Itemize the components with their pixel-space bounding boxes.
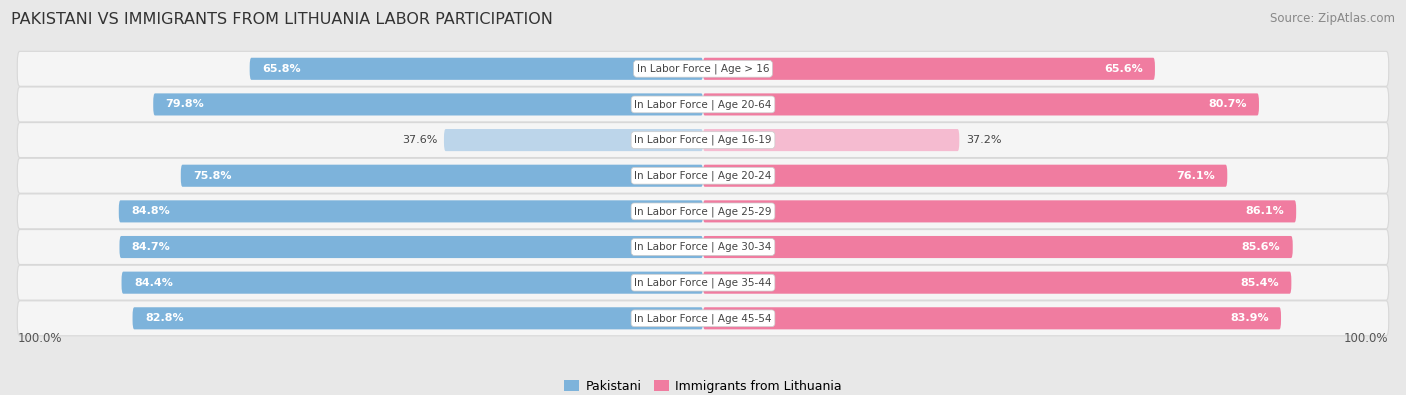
Text: 86.1%: 86.1% — [1246, 206, 1284, 216]
FancyBboxPatch shape — [121, 272, 703, 294]
Text: In Labor Force | Age 30-34: In Labor Force | Age 30-34 — [634, 242, 772, 252]
Text: 65.6%: 65.6% — [1104, 64, 1143, 74]
FancyBboxPatch shape — [181, 165, 703, 187]
Text: PAKISTANI VS IMMIGRANTS FROM LITHUANIA LABOR PARTICIPATION: PAKISTANI VS IMMIGRANTS FROM LITHUANIA L… — [11, 12, 553, 27]
FancyBboxPatch shape — [703, 307, 1281, 329]
FancyBboxPatch shape — [703, 272, 1291, 294]
FancyBboxPatch shape — [153, 93, 703, 115]
FancyBboxPatch shape — [250, 58, 703, 80]
FancyBboxPatch shape — [17, 87, 1389, 122]
Text: 84.7%: 84.7% — [132, 242, 170, 252]
Text: 100.0%: 100.0% — [17, 332, 62, 345]
Text: 37.2%: 37.2% — [966, 135, 1001, 145]
Text: In Labor Force | Age 20-24: In Labor Force | Age 20-24 — [634, 171, 772, 181]
Text: 75.8%: 75.8% — [193, 171, 232, 181]
FancyBboxPatch shape — [703, 93, 1258, 115]
FancyBboxPatch shape — [17, 158, 1389, 193]
FancyBboxPatch shape — [703, 236, 1292, 258]
Text: In Labor Force | Age 16-19: In Labor Force | Age 16-19 — [634, 135, 772, 145]
FancyBboxPatch shape — [118, 200, 703, 222]
Text: In Labor Force | Age 25-29: In Labor Force | Age 25-29 — [634, 206, 772, 216]
Text: In Labor Force | Age 20-64: In Labor Force | Age 20-64 — [634, 99, 772, 110]
Legend: Pakistani, Immigrants from Lithuania: Pakistani, Immigrants from Lithuania — [560, 375, 846, 395]
FancyBboxPatch shape — [17, 301, 1389, 336]
FancyBboxPatch shape — [17, 122, 1389, 158]
Text: 79.8%: 79.8% — [166, 100, 204, 109]
Text: In Labor Force | Age 35-44: In Labor Force | Age 35-44 — [634, 277, 772, 288]
Text: 82.8%: 82.8% — [145, 313, 184, 324]
FancyBboxPatch shape — [703, 165, 1227, 187]
Text: 83.9%: 83.9% — [1230, 313, 1268, 324]
FancyBboxPatch shape — [444, 129, 703, 151]
FancyBboxPatch shape — [703, 129, 959, 151]
Text: 76.1%: 76.1% — [1177, 171, 1215, 181]
Text: Source: ZipAtlas.com: Source: ZipAtlas.com — [1270, 12, 1395, 25]
Text: In Labor Force | Age > 16: In Labor Force | Age > 16 — [637, 64, 769, 74]
FancyBboxPatch shape — [17, 229, 1389, 265]
FancyBboxPatch shape — [17, 51, 1389, 86]
Text: 80.7%: 80.7% — [1208, 100, 1247, 109]
FancyBboxPatch shape — [17, 194, 1389, 229]
FancyBboxPatch shape — [703, 58, 1154, 80]
Text: 84.8%: 84.8% — [131, 206, 170, 216]
Text: 85.4%: 85.4% — [1240, 278, 1279, 288]
Text: 65.8%: 65.8% — [262, 64, 301, 74]
Text: 85.6%: 85.6% — [1241, 242, 1281, 252]
Text: 100.0%: 100.0% — [1344, 332, 1389, 345]
FancyBboxPatch shape — [703, 200, 1296, 222]
Text: 84.4%: 84.4% — [134, 278, 173, 288]
Text: 37.6%: 37.6% — [402, 135, 437, 145]
FancyBboxPatch shape — [132, 307, 703, 329]
Text: In Labor Force | Age 45-54: In Labor Force | Age 45-54 — [634, 313, 772, 324]
FancyBboxPatch shape — [120, 236, 703, 258]
FancyBboxPatch shape — [17, 265, 1389, 300]
